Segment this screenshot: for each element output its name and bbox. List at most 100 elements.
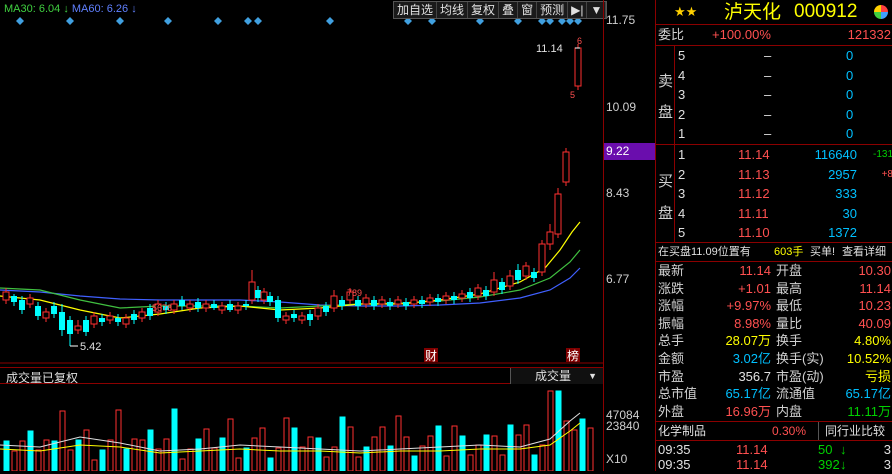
event-diamond-icon[interactable]: [558, 17, 566, 25]
volume-bar: [227, 418, 234, 471]
bid-note-row[interactable]: 在买盘11.09位置有 603手 买单! 查看详细: [656, 243, 892, 261]
volume-bar: [19, 440, 26, 471]
volume-bar: [563, 420, 570, 471]
tick-row: 09:35 11.14 50 ↓ 3: [656, 441, 892, 459]
volume-bar: [187, 448, 194, 471]
buy-change: +8: [881, 168, 892, 180]
event-diamond-icon[interactable]: [116, 17, 124, 25]
volume-bar: [99, 449, 106, 471]
stat-value: +9.97%: [726, 298, 771, 314]
candlesticks: [2, 44, 582, 346]
sell-level-row: 3 – 0: [656, 86, 892, 104]
volume-bar: [571, 429, 578, 471]
stat-label: 换手: [776, 333, 803, 349]
event-diamond-icon[interactable]: [566, 17, 574, 25]
weibi-diff: 121332: [847, 27, 891, 42]
window-button[interactable]: 窗: [518, 2, 538, 18]
skip-end-icon[interactable]: ▶|: [568, 2, 588, 18]
stock-code: 000912: [794, 1, 858, 22]
volume-bar: [491, 435, 498, 471]
event-diamond-icon[interactable]: [476, 17, 484, 25]
candle: [282, 312, 290, 324]
event-diamond-icon[interactable]: [514, 17, 522, 25]
candle: [435, 294, 441, 306]
event-diamond-icon[interactable]: [404, 17, 412, 25]
candle: [138, 308, 146, 322]
view-detail-link[interactable]: 查看详细: [842, 246, 886, 258]
level-num: 3: [678, 186, 686, 201]
volume-bar: [299, 446, 306, 471]
level-num: 4: [678, 67, 686, 83]
candle: [131, 310, 137, 324]
buy-label-1: 买: [658, 173, 674, 190]
event-diamond-icon[interactable]: [66, 17, 74, 25]
buy-level-row: 3 11.12 333: [656, 185, 892, 203]
industry-pct: 0.30%: [772, 424, 807, 438]
volume-bar: [363, 446, 370, 471]
event-diamond-icon[interactable]: [538, 17, 546, 25]
tick-extra: 3: [883, 457, 891, 472]
event-diamond-icon[interactable]: [546, 17, 554, 25]
mark-6: 6: [577, 36, 582, 46]
overlay-button[interactable]: 叠: [499, 2, 519, 18]
candle: [538, 240, 546, 276]
volume-tick: 47084: [606, 408, 640, 422]
price-tick: 10.09: [606, 100, 637, 114]
forecast-button[interactable]: 预测: [537, 2, 569, 18]
event-diamond-icon[interactable]: [428, 17, 436, 25]
event-diamond-icon[interactable]: [164, 17, 172, 25]
star-icon[interactable]: ★★: [674, 4, 698, 19]
event-diamond-icon[interactable]: [254, 17, 262, 25]
kline-chart[interactable]: 11.14 6 5 5.42 5678 789 财 榜: [0, 0, 603, 365]
stat-label: 涨跌: [658, 280, 685, 296]
volume-chart[interactable]: [0, 385, 603, 471]
down-arrow-icon: ↓: [128, 3, 137, 15]
event-diamond-icon[interactable]: [214, 17, 222, 25]
volume-bar: [419, 445, 426, 471]
chevron-down-icon[interactable]: ▼: [588, 371, 597, 381]
rank-marker[interactable]: 榜: [567, 348, 579, 363]
add-watchlist-button[interactable]: 加自选: [394, 2, 438, 18]
volume-bar: [379, 426, 386, 471]
volume-indicator-select[interactable]: 成交量 ▼: [510, 368, 603, 384]
event-diamond-icon[interactable]: [16, 17, 24, 25]
buy-label-2: 盘: [658, 205, 674, 222]
event-diamond-icon[interactable]: [326, 17, 334, 25]
level-num: 5: [678, 48, 686, 63]
buy-volume: 2957: [828, 166, 857, 182]
candle: [179, 296, 185, 310]
event-markers[interactable]: [16, 17, 582, 25]
buy-price: 11.12: [738, 186, 770, 201]
bid-note-text: 在买盘11.09位置有: [658, 246, 751, 258]
volume-bar: [67, 449, 74, 471]
sell-level-row: 1 – 0: [656, 125, 892, 143]
ma-yellow-line: [0, 221, 581, 319]
candle: [202, 300, 210, 312]
candle: [371, 296, 377, 310]
finance-marker[interactable]: 财: [425, 349, 437, 363]
stat-label: 内盘: [776, 403, 803, 419]
candle: [307, 310, 313, 326]
volume-bar: [3, 440, 10, 471]
event-diamond-icon[interactable]: [244, 17, 252, 25]
event-diamond-icon[interactable]: [574, 17, 582, 25]
industry-compare-button[interactable]: 同行业比较: [818, 422, 885, 440]
adjust-button[interactable]: 复权: [468, 2, 500, 18]
ma-button[interactable]: 均线: [437, 2, 469, 18]
candle: [163, 302, 169, 314]
level-num: 2: [678, 166, 686, 182]
pie-icon[interactable]: [874, 5, 888, 19]
candle: [362, 294, 370, 308]
volume-bar: [195, 438, 202, 471]
stat-value: 28.07万: [725, 333, 771, 349]
candle: [267, 292, 273, 306]
stat-label: 金额: [658, 351, 685, 366]
dropdown-icon[interactable]: ▼: [587, 2, 607, 18]
candle: [59, 304, 65, 336]
stat-value: 40.09: [858, 315, 891, 331]
ma-blue-line: [0, 267, 581, 307]
candle: [147, 304, 153, 320]
down-arrow-icon: ↓: [60, 3, 72, 15]
chart-toolbar: 加自选 均线 复权 叠 窗 预测 ▶| ▼: [393, 1, 608, 19]
tick-time: 09:35: [658, 457, 691, 472]
